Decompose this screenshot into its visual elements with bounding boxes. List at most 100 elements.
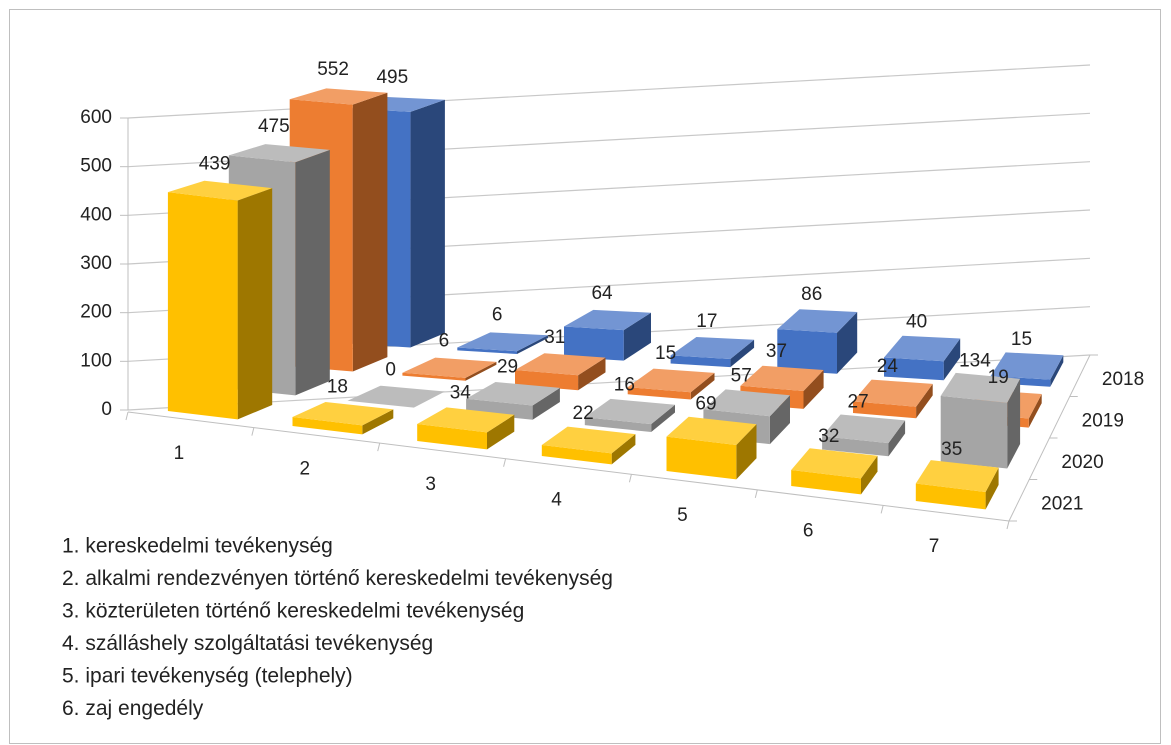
bar-side bbox=[690, 372, 715, 400]
data-label: 29 bbox=[497, 357, 518, 378]
data-label: 0 bbox=[385, 359, 396, 380]
bar-side bbox=[517, 335, 548, 354]
bar-front bbox=[915, 483, 986, 510]
bar-front bbox=[417, 424, 487, 450]
series-label: 2019 bbox=[1082, 410, 1124, 431]
bar-front bbox=[853, 401, 917, 419]
y-tick-label: 100 bbox=[80, 350, 112, 371]
bar-top bbox=[666, 416, 757, 445]
data-label: 24 bbox=[877, 356, 899, 377]
bar-side bbox=[769, 395, 790, 445]
bar-side bbox=[916, 383, 933, 419]
bar-top bbox=[791, 448, 878, 479]
bar-top bbox=[402, 357, 497, 378]
bar-top bbox=[417, 407, 515, 433]
data-label: 57 bbox=[731, 366, 752, 387]
bar-front bbox=[777, 329, 837, 374]
bar-side bbox=[237, 188, 273, 420]
bar-front bbox=[666, 436, 737, 480]
bar bbox=[564, 309, 651, 361]
bar bbox=[457, 332, 548, 354]
x-tick bbox=[1006, 520, 1010, 530]
series-label: 2021 bbox=[1041, 493, 1083, 514]
bar-top bbox=[777, 309, 858, 333]
bar-top bbox=[703, 389, 790, 417]
bar-top bbox=[515, 353, 606, 376]
data-label: 475 bbox=[258, 116, 290, 137]
bar-front bbox=[584, 417, 652, 432]
y-tick-label: 400 bbox=[80, 204, 112, 225]
x-tick bbox=[503, 458, 507, 467]
bar-side bbox=[861, 455, 878, 495]
bar-side bbox=[362, 409, 394, 435]
bar bbox=[515, 353, 606, 391]
data-label: 69 bbox=[695, 394, 716, 415]
bar bbox=[402, 357, 497, 381]
bar bbox=[940, 372, 1021, 469]
bar bbox=[990, 352, 1064, 387]
y-tick-label: 500 bbox=[80, 156, 112, 177]
bar-top bbox=[167, 180, 273, 201]
bar-side bbox=[487, 414, 515, 450]
x-tick-label: 5 bbox=[677, 505, 688, 526]
data-label: 15 bbox=[655, 343, 676, 364]
x-tick bbox=[251, 427, 255, 436]
data-label: 35 bbox=[941, 439, 962, 460]
data-label: 439 bbox=[199, 153, 231, 174]
data-label: 22 bbox=[573, 403, 594, 424]
category-note: 5. ipari tevékenység (telephely) bbox=[62, 665, 353, 688]
bar bbox=[791, 448, 878, 495]
bar-side bbox=[410, 99, 445, 348]
data-label: 31 bbox=[544, 327, 565, 348]
bar-top bbox=[740, 365, 824, 391]
data-label: 134 bbox=[959, 351, 991, 372]
data-label: 17 bbox=[696, 311, 717, 332]
bar bbox=[777, 309, 858, 374]
bar-side bbox=[1007, 378, 1021, 469]
category-note: 6. zaj engedély bbox=[62, 697, 204, 720]
data-label: 6 bbox=[439, 331, 450, 352]
x-tick-label: 3 bbox=[425, 474, 436, 495]
data-label: 552 bbox=[317, 59, 349, 80]
bar bbox=[167, 180, 273, 420]
data-label: 16 bbox=[614, 374, 635, 395]
data-label: 34 bbox=[450, 383, 472, 404]
bar bbox=[666, 416, 757, 480]
bar-top bbox=[670, 337, 755, 359]
x-tick-label: 7 bbox=[929, 536, 940, 557]
bar-front bbox=[515, 370, 579, 391]
bar-top bbox=[466, 382, 560, 406]
bar-front bbox=[564, 326, 624, 361]
bar-front bbox=[627, 387, 691, 400]
bar-front bbox=[167, 192, 238, 420]
grid-line bbox=[127, 64, 1091, 119]
bar bbox=[292, 402, 394, 435]
bar-side bbox=[532, 387, 560, 420]
y-tick-label: 200 bbox=[80, 302, 112, 323]
bar bbox=[627, 368, 715, 400]
category-note: 2. alkalmi rendezvényen történő keresked… bbox=[62, 567, 613, 590]
bar-front bbox=[940, 395, 1008, 469]
bar-side bbox=[295, 149, 330, 396]
bar-top bbox=[289, 88, 388, 105]
bar bbox=[670, 337, 755, 368]
bar bbox=[584, 398, 675, 432]
x-tick-label: 4 bbox=[551, 490, 562, 511]
bar-front bbox=[822, 436, 889, 457]
bar-side bbox=[352, 92, 388, 372]
data-label: 6 bbox=[492, 305, 503, 326]
bar-top bbox=[541, 426, 636, 454]
data-label: 40 bbox=[906, 311, 927, 332]
bar bbox=[347, 385, 445, 408]
bar bbox=[822, 414, 906, 457]
x-tick bbox=[628, 474, 632, 483]
data-label: 64 bbox=[591, 283, 613, 304]
bar-front bbox=[457, 347, 517, 354]
bar-top bbox=[228, 144, 330, 163]
bar-top bbox=[915, 460, 999, 492]
bar-front bbox=[541, 445, 612, 465]
x-tick bbox=[754, 489, 758, 498]
bar-top bbox=[564, 309, 651, 331]
x-tick-label: 2 bbox=[299, 458, 310, 479]
